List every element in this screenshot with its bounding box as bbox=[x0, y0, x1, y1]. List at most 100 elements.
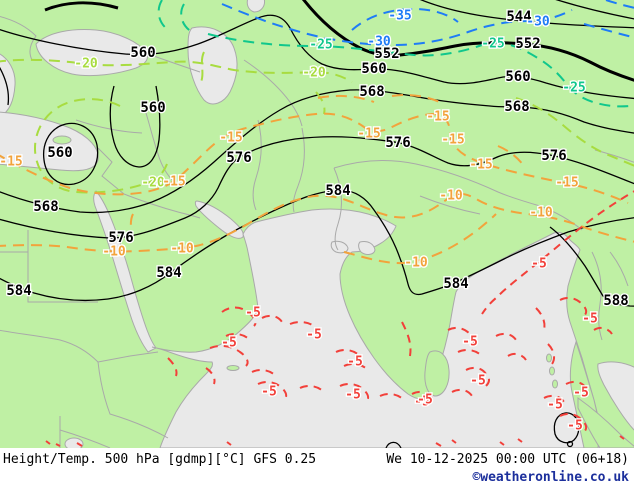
contour-label: -5 bbox=[245, 306, 261, 321]
contour-label: 560 bbox=[130, 45, 155, 61]
contour-label: -5 bbox=[347, 355, 363, 370]
contour-label: -10 bbox=[170, 242, 194, 257]
height-contour-576 bbox=[0, 136, 634, 239]
contour-label: 588 bbox=[603, 293, 628, 309]
contour-label: -15 bbox=[0, 155, 23, 170]
height-contour-568 bbox=[0, 89, 634, 214]
contour-label: -15 bbox=[441, 133, 464, 148]
contour-label: 568 bbox=[504, 99, 529, 115]
contour-label: -30 bbox=[367, 35, 391, 50]
contour-label: -5 bbox=[462, 335, 478, 350]
contour-label: 560 bbox=[505, 69, 530, 85]
height-contour-588 bbox=[549, 226, 634, 307]
height-contour-584 bbox=[0, 189, 634, 301]
contour-label: 576 bbox=[108, 230, 133, 246]
contour-label: 544 bbox=[506, 9, 531, 25]
contour-label: -5 bbox=[414, 395, 430, 410]
caption-valid-time: We 10-12-2025 00:00 UTC (06+18) bbox=[386, 452, 629, 467]
contour-label: -10 bbox=[529, 206, 553, 221]
contour-label: -5 bbox=[531, 257, 547, 272]
contour-label: -30 bbox=[526, 15, 550, 30]
contour-label: -5 bbox=[306, 328, 322, 343]
lake-victoria bbox=[64, 437, 84, 448]
height-contour-588-sumatra-loop bbox=[553, 412, 580, 444]
contour-label: -5 bbox=[547, 398, 563, 413]
contour-label: -25 bbox=[481, 37, 504, 52]
contour-label: -15 bbox=[357, 127, 380, 142]
contour-label: -5 bbox=[573, 386, 589, 401]
black-sea bbox=[35, 29, 149, 77]
contour-label: 576 bbox=[541, 148, 566, 164]
height-contour-small-ring bbox=[566, 440, 574, 448]
height-contour-552 bbox=[301, 0, 634, 82]
contour-label: -15 bbox=[555, 176, 578, 191]
contour-label: -10 bbox=[102, 245, 126, 260]
contour-label: -20 bbox=[141, 176, 165, 191]
height-contour-560 bbox=[0, 14, 634, 100]
contour-label: -20 bbox=[302, 66, 326, 81]
contour-label: 568 bbox=[33, 199, 58, 215]
contour-label: -15 bbox=[162, 175, 185, 190]
gulf-of-thailand bbox=[597, 361, 634, 431]
andaman-island-3 bbox=[552, 379, 558, 389]
contour-label: -15 bbox=[426, 110, 449, 125]
cyprus-island bbox=[52, 135, 72, 145]
gujarat-inlet-east bbox=[358, 241, 376, 255]
height-contour-552-arc bbox=[44, 1, 119, 12]
mediterranean-sea bbox=[0, 111, 99, 172]
contour-label: 584 bbox=[325, 183, 350, 199]
contour-label: -20 bbox=[74, 57, 98, 72]
contour-label: 560 bbox=[361, 61, 386, 77]
caption-row: Height/Temp. 500 hPa [gdmp][°C] GFS 0.25… bbox=[0, 452, 634, 469]
contour-label: 568 bbox=[359, 84, 384, 100]
contour-label: -25 bbox=[562, 81, 585, 96]
socotra-island bbox=[226, 365, 240, 371]
height-contour-bottom-tick bbox=[385, 441, 402, 448]
contour-label: 552 bbox=[374, 46, 399, 62]
contour-label: -15 bbox=[219, 131, 242, 146]
height-contours bbox=[0, 0, 634, 448]
temp-contour-minus30 bbox=[221, 0, 634, 47]
sri-lanka-island bbox=[424, 350, 450, 397]
temp-contour-minus10 bbox=[0, 192, 634, 265]
red-sea bbox=[93, 190, 157, 353]
contour-label: -5 bbox=[470, 374, 486, 389]
contour-label: 560 bbox=[140, 100, 165, 116]
andaman-island-2 bbox=[549, 366, 555, 376]
temp-contour-minus15 bbox=[0, 94, 629, 204]
island-shapes bbox=[52, 135, 634, 448]
country-borders bbox=[0, 16, 634, 448]
temp-contour-minus25 bbox=[157, 0, 634, 108]
contour-label: -25 bbox=[309, 38, 332, 53]
contour-label: 584 bbox=[443, 276, 468, 292]
contour-label: -5 bbox=[221, 336, 237, 351]
contour-label: 552 bbox=[515, 36, 540, 52]
contour-label: 584 bbox=[6, 283, 31, 299]
contour-label: -5 bbox=[582, 312, 598, 327]
contour-label: -5 bbox=[417, 393, 433, 408]
contour-label: -15 bbox=[469, 158, 492, 173]
contour-label: -5 bbox=[345, 388, 361, 403]
contour-label: -10 bbox=[404, 256, 428, 271]
height-contour-560-trough bbox=[109, 85, 161, 168]
temp-contour-minus5 bbox=[45, 190, 634, 447]
caption-parameter: Height/Temp. 500 hPa [gdmp][°C] GFS 0.25 bbox=[3, 452, 317, 467]
height-contour-544 bbox=[419, 0, 634, 29]
andaman-island-1 bbox=[546, 353, 552, 363]
height-contour-segment bbox=[555, 0, 634, 20]
credit-link[interactable]: ©weatheronline.co.uk bbox=[472, 470, 629, 485]
contour-label: -10 bbox=[439, 189, 463, 204]
contour-label: -5 bbox=[261, 385, 277, 400]
contour-label: 584 bbox=[156, 265, 181, 281]
contour-label: 560 bbox=[47, 145, 72, 161]
height-contour-560-turkey-loop bbox=[42, 122, 99, 186]
contour-label: -5 bbox=[567, 419, 583, 434]
contour-label: 576 bbox=[226, 150, 251, 166]
persian-gulf bbox=[194, 200, 244, 239]
contour-label: 576 bbox=[385, 135, 410, 151]
height-contour-560-west-branch bbox=[0, 67, 10, 106]
temp-contour-minus35 bbox=[351, 7, 459, 31]
